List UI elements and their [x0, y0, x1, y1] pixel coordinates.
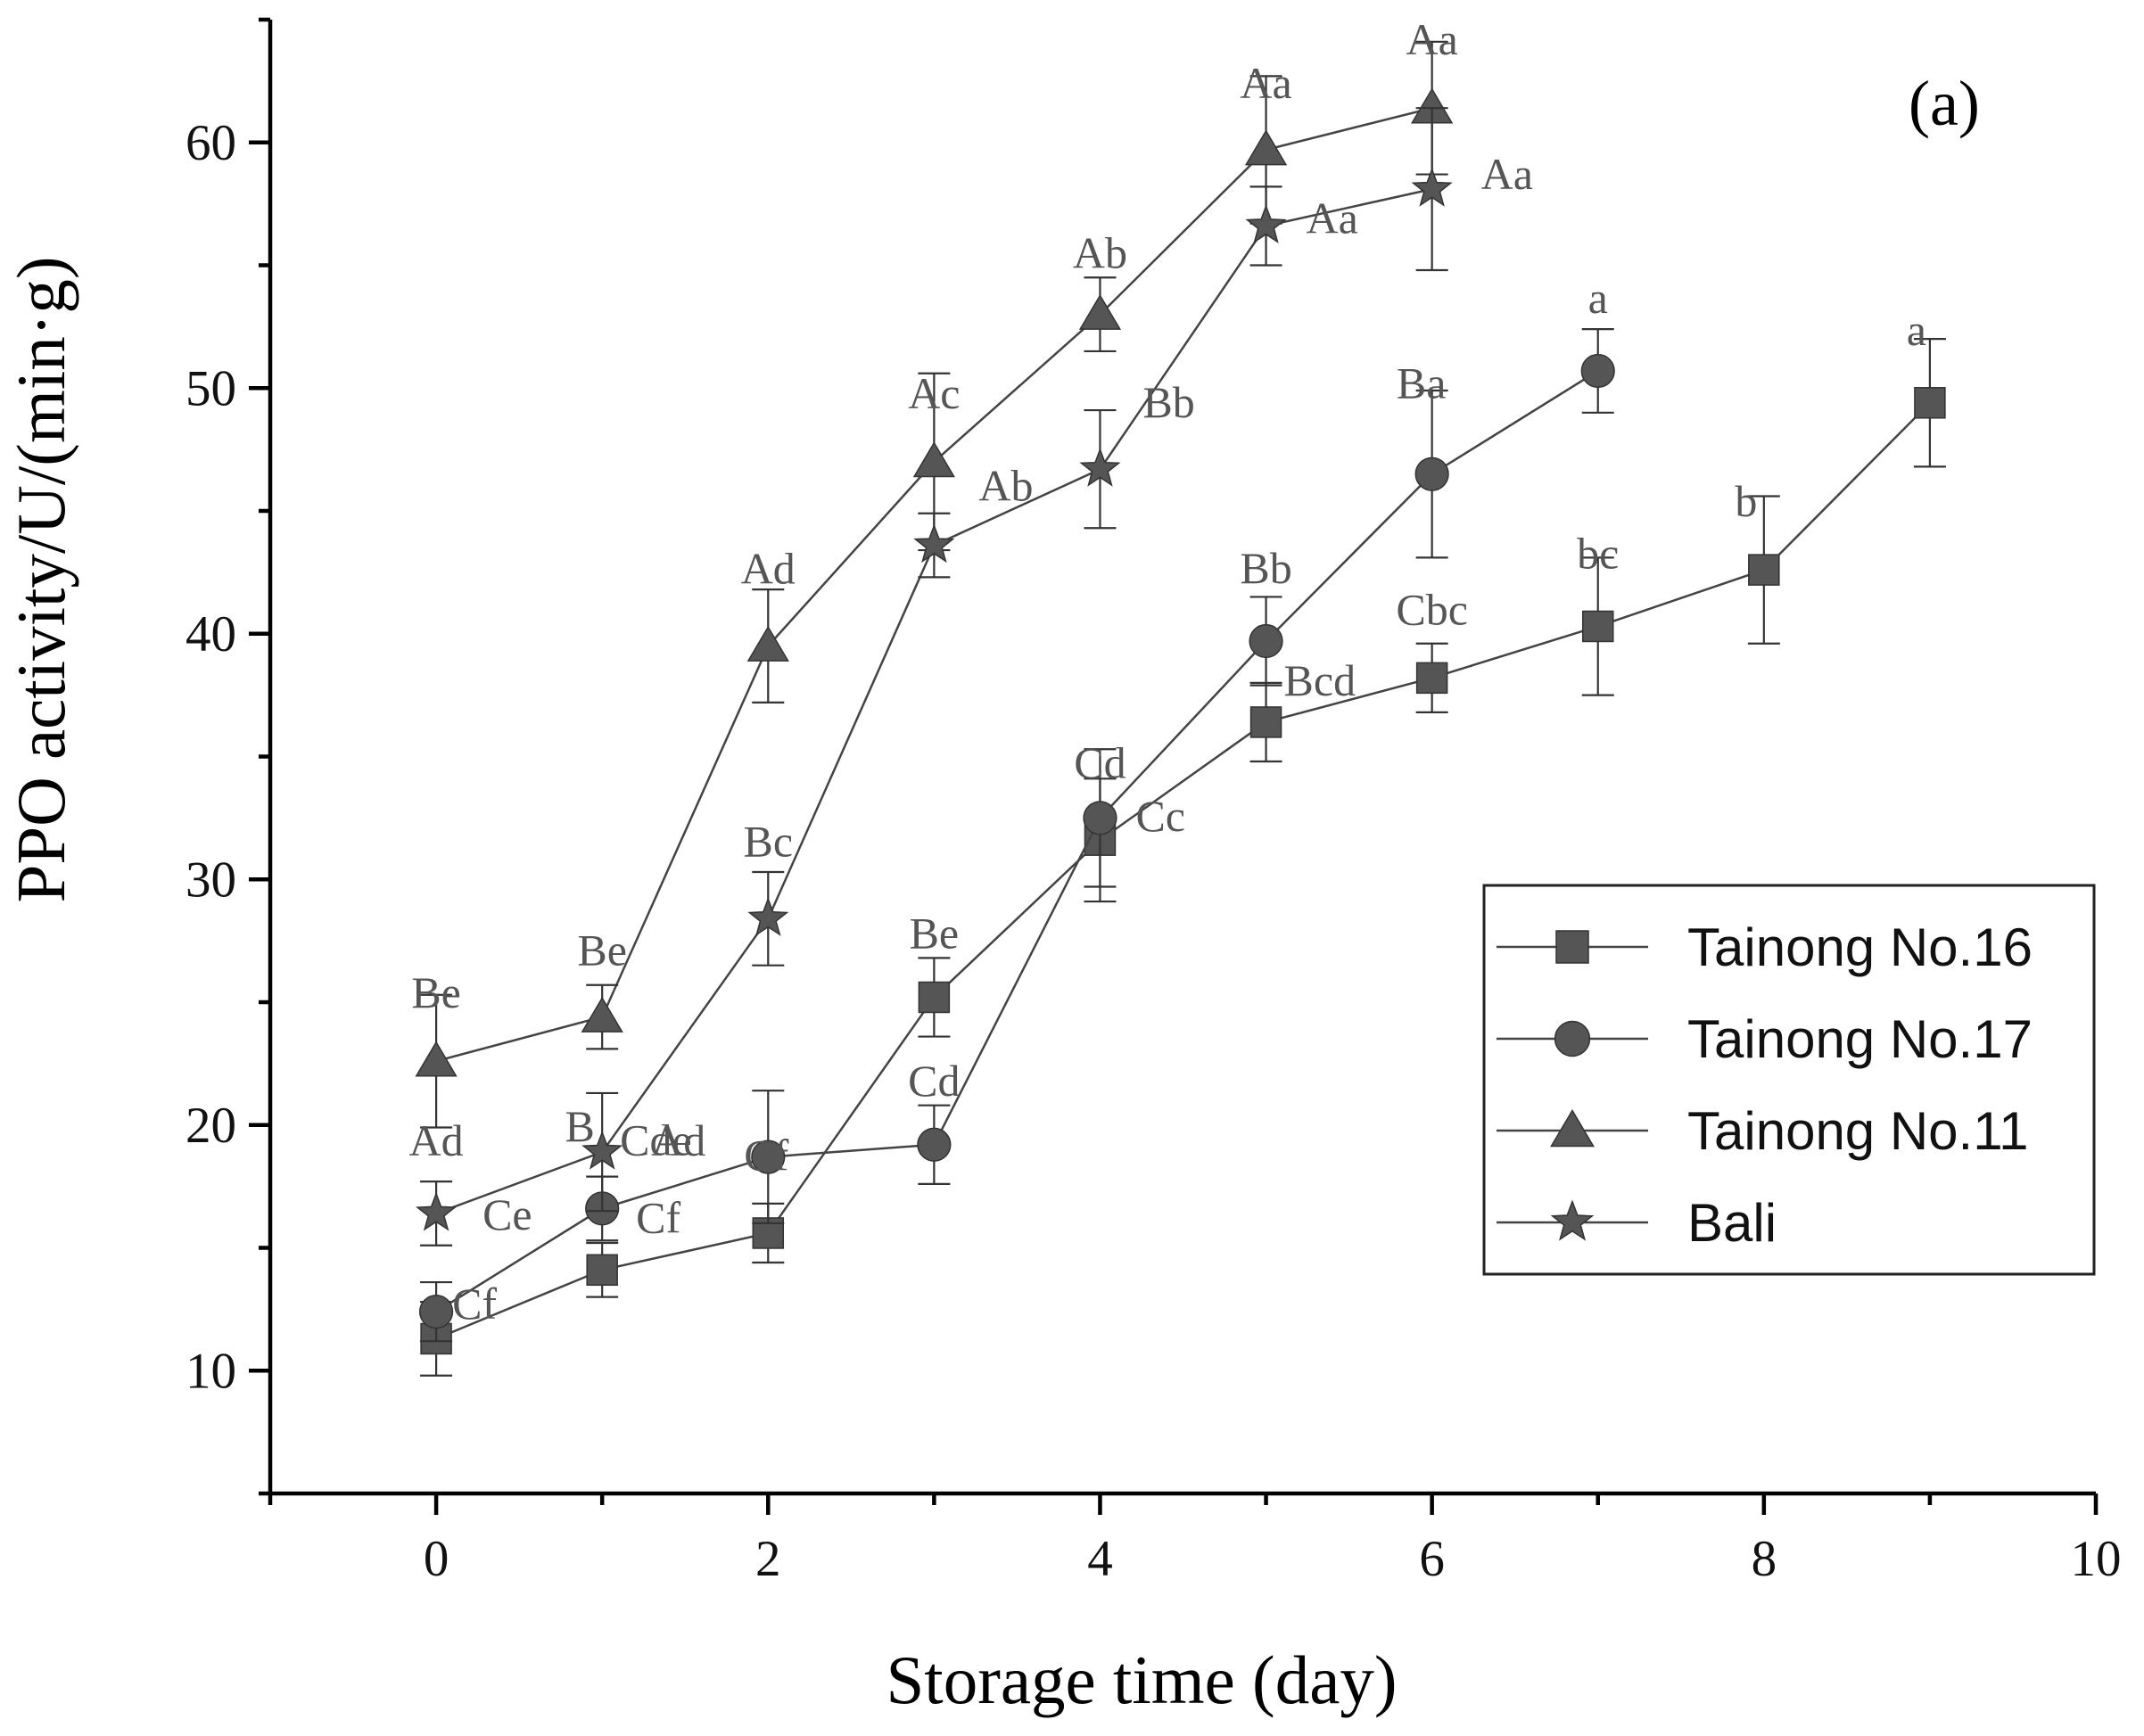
significance-label: Cf: [452, 1279, 497, 1329]
significance-label: Bc: [743, 816, 793, 866]
significance-label: Cde: [620, 1115, 692, 1164]
significance-label: Ad: [741, 544, 796, 594]
triangle-marker: [912, 441, 955, 478]
triangle-marker: [415, 1041, 458, 1077]
significance-label: Bb: [1142, 377, 1194, 427]
legend-label: Tainong No.16: [1687, 917, 2033, 977]
significance-label: Ad: [409, 1115, 464, 1165]
significance-label: Bcd: [1284, 655, 1356, 705]
significance-label: Be: [910, 908, 960, 958]
significance-label: Cd: [1074, 737, 1126, 787]
series-tainong-no-11: [415, 40, 1454, 1129]
significance-label: Aa: [1240, 58, 1291, 108]
x-axis-title: Storage time (day): [886, 1641, 1397, 1718]
star-marker: [747, 897, 789, 936]
star-marker: [1079, 447, 1121, 487]
circle-marker: [1414, 457, 1449, 491]
series-tainong-no-16: [420, 338, 1946, 1377]
significance-label: Be: [577, 926, 627, 975]
annotation-layer: Cf Be Cc Bcd Cbc bc b a Cf Cde Cf Cd Cd Bb Ba a Be Be Ad Ac…: [409, 14, 1926, 1329]
y-axis-title: PPO activity/U/(min·g): [3, 256, 79, 902]
significance-label: Cf: [636, 1192, 680, 1242]
x-tick-label: 0: [424, 1531, 449, 1587]
x-tick-label: 10: [2071, 1531, 2122, 1587]
y-tick-label: 50: [186, 360, 236, 416]
panel-label: (a): [1909, 68, 1980, 139]
significance-label: Ba: [1397, 358, 1447, 408]
y-tick-label: 10: [186, 1343, 236, 1399]
legend-entry-bali: Bali: [1497, 1193, 1777, 1253]
circle-marker: [1249, 623, 1283, 659]
circle-marker: [1083, 801, 1117, 835]
series-tainong-no-17: [418, 328, 1615, 1343]
triangle-marker: [1550, 1109, 1595, 1148]
series-bali: [416, 107, 1453, 1246]
star-marker: [416, 1191, 458, 1231]
significance-label: Ad: [651, 1115, 705, 1165]
triangle-marker: [746, 625, 789, 662]
x-tick-label: 2: [755, 1531, 781, 1587]
significance-label: Ac: [908, 368, 960, 418]
x-tick-label: 4: [1087, 1531, 1113, 1587]
significance-label: a: [1907, 305, 1926, 355]
legend-label: Tainong No.17: [1687, 1009, 2033, 1069]
triangle-marker: [581, 996, 623, 1033]
star-marker: [1411, 167, 1453, 207]
y-tick-label: 20: [186, 1098, 236, 1154]
series-line: [435, 401, 1931, 1340]
x-tick-label: 6: [1419, 1531, 1445, 1587]
significance-label: Aa: [1481, 149, 1533, 199]
significance-label: B: [565, 1101, 595, 1151]
y-tick-label: 30: [186, 852, 236, 908]
legend-label: Tainong No.11: [1687, 1101, 2029, 1161]
square-marker: [1555, 930, 1589, 964]
circle-marker: [917, 1127, 952, 1162]
significance-label: Cd: [908, 1056, 960, 1106]
significance-label: Cbc: [1396, 584, 1468, 634]
series-line: [435, 369, 1599, 1313]
significance-label: Ab: [978, 461, 1033, 511]
circle-marker: [751, 1140, 786, 1174]
x-tick-label: 8: [1752, 1531, 1777, 1587]
significance-label: Ab: [1073, 228, 1127, 278]
circle-marker: [1580, 353, 1615, 389]
significance-label: Cc: [1135, 791, 1185, 841]
triangle-marker: [1244, 129, 1288, 166]
square-marker: [1249, 706, 1282, 738]
significance-label: Cf: [744, 1131, 788, 1181]
significance-label: Be: [411, 967, 461, 1017]
significance-label: Bb: [1240, 543, 1291, 593]
square-marker: [586, 1254, 618, 1287]
square-marker: [1748, 554, 1780, 586]
significance-label: a: [1588, 273, 1608, 323]
significance-label: bc: [1577, 528, 1619, 578]
series-layer: [415, 40, 1946, 1377]
legend-label: Bali: [1687, 1193, 1777, 1253]
legend-entry-tainong-no-11: Tainong No.11: [1497, 1101, 2029, 1161]
legend: Tainong No.16 Tainong No.17 Tainong No.11 B…: [1482, 884, 2096, 1276]
significance-label: Aa: [1406, 14, 1457, 64]
triangle-marker: [1078, 293, 1122, 330]
star-marker: [1245, 204, 1287, 244]
square-marker: [1415, 662, 1448, 695]
star-marker: [1550, 1199, 1595, 1241]
circle-marker: [418, 1295, 454, 1329]
axes: 0 2 4 6 8 10 10 20 30 40 50 60: [186, 17, 2122, 1587]
circle-marker: [1554, 1020, 1591, 1057]
significance-label: Ce: [482, 1189, 532, 1239]
legend-entry-tainong-no-17: Tainong No.17: [1497, 1009, 2033, 1069]
star-marker: [913, 523, 955, 564]
square-marker: [1914, 387, 1946, 419]
y-tick-label: 60: [186, 115, 236, 171]
significance-label: b: [1735, 476, 1757, 526]
square-marker: [918, 981, 951, 1014]
star-marker: [581, 1130, 623, 1170]
legend-entry-tainong-no-16: Tainong No.16: [1497, 917, 2033, 977]
square-marker: [1581, 610, 1614, 643]
y-tick-label: 40: [186, 606, 236, 662]
significance-label: Aa: [1307, 193, 1358, 243]
